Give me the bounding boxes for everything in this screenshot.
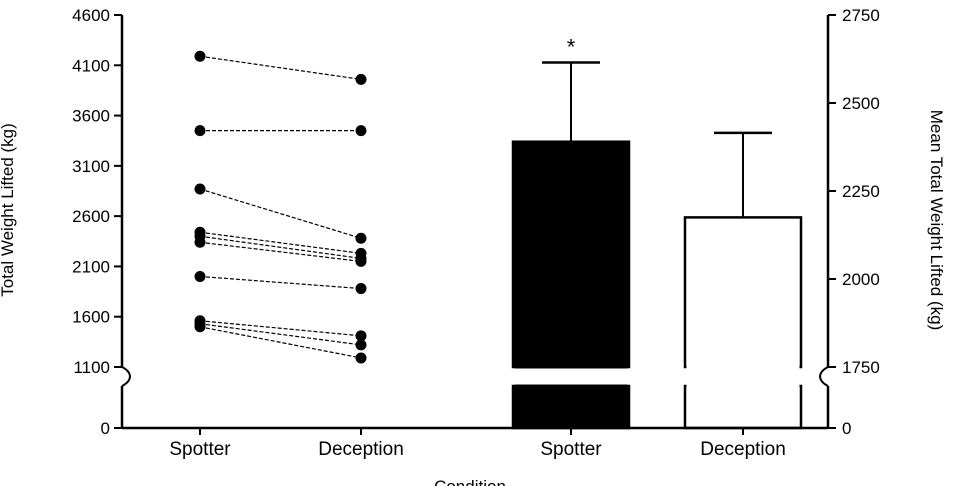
paired-line [199,188,362,239]
x-category-label: Spotter [540,439,602,460]
data-point [355,352,367,364]
bars [511,140,803,430]
left-axis-break [121,375,131,387]
x-category-label: Deception [318,439,404,460]
data-point [355,232,367,244]
data-point [194,321,206,333]
left-tick-label: 3600 [72,107,110,126]
paired-line [199,275,362,290]
left-tick-label: 4600 [72,6,110,25]
significance-asterisk: * [567,35,576,60]
data-point [194,50,206,62]
significance-markers: * [567,35,576,60]
right-y-axis-title: Mean Total Weight Lifted (kg) [927,110,946,331]
x-axis-title: Condition [434,477,506,486]
left-tick-label: 1600 [72,308,110,327]
left-tick-label: 1100 [73,358,110,377]
paired-line [199,235,362,259]
left-tick-label: 4100 [72,56,110,75]
right-tick-label: 2000 [842,270,880,289]
data-point [355,283,367,295]
data-point [355,330,367,342]
data-point [194,183,206,195]
left-tick-label: 3100 [72,157,110,176]
data-point [194,270,206,282]
paired-lines [199,55,362,359]
right-tick-label: 2750 [842,6,880,25]
data-point [194,236,206,248]
error-bars [542,61,772,218]
left-y-tick-labels: 0 1100 1600 2100 2600 3100 3600 4100 4600 [72,6,110,438]
bar [511,140,631,369]
right-axis-break [819,366,829,378]
right-axis-break [819,375,829,387]
x-category-label: Spotter [169,439,231,460]
right-tick-label: 1750 [842,358,880,377]
left-y-axis-title: Total Weight Lifted (kg) [0,123,17,297]
left-tick-label: 2100 [72,257,110,276]
data-point [355,125,367,137]
data-point [355,339,367,351]
left-axis-break [121,366,131,378]
right-tick-label: 0 [842,419,851,438]
x-category-label: Deception [700,439,786,460]
paired-line [199,231,362,254]
data-point [355,73,367,85]
paired-line [199,323,362,346]
left-y-axis [114,14,131,429]
left-tick-label: 2600 [72,207,110,226]
paired-line [199,241,362,262]
paired-points [194,50,367,364]
right-y-axis [819,14,836,429]
bar-lower-segment [511,384,631,430]
bar [683,216,803,369]
data-point [355,255,367,267]
paired-line [199,326,362,359]
right-tick-label: 2250 [842,182,880,201]
x-axis [122,426,828,435]
x-category-labels: Spotter Deception Spotter Deception [169,439,785,460]
paired-line [199,320,362,337]
data-point [194,125,206,137]
left-tick-label: 0 [101,419,110,438]
paired-line [199,55,362,80]
right-tick-label: 2500 [842,94,880,113]
right-y-tick-labels: 0 1750 2000 2250 2500 2750 [842,6,880,438]
bar-lower-segment [683,384,803,430]
